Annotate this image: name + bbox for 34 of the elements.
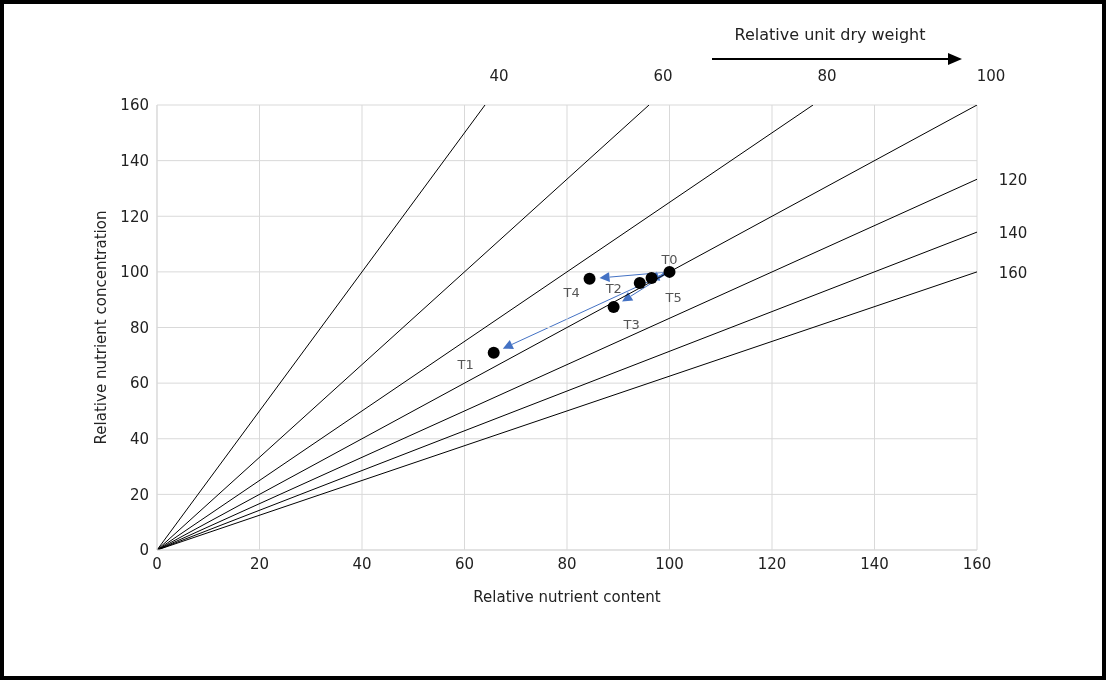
x-tick-label: 100 xyxy=(655,554,684,573)
y-tick-label: 140 xyxy=(120,151,149,170)
data-label: T0 xyxy=(660,251,678,267)
y-tick-label: 100 xyxy=(120,263,149,282)
y-tick-label: 60 xyxy=(129,374,149,393)
series-label: 80 xyxy=(817,67,837,85)
y-tick-label: 40 xyxy=(129,430,149,449)
data-label: T1 xyxy=(456,356,474,372)
y-tick-label: 0 xyxy=(139,541,149,560)
series-label: 60 xyxy=(653,67,673,85)
x-tick-label: 20 xyxy=(249,554,270,573)
x-axis-title: Relative nutrient content xyxy=(473,588,661,606)
data-label: T5 xyxy=(664,289,682,305)
text: Relative unit dry weight xyxy=(734,25,926,44)
y-tick-label: 160 xyxy=(120,96,149,115)
x-tick-label: 80 xyxy=(557,554,577,573)
x-tick-label: 160 xyxy=(962,554,992,573)
y-axis-title: Relative nutrient concentration xyxy=(92,210,111,445)
series-label: 40 xyxy=(489,67,509,85)
data-label: T4 xyxy=(562,284,580,300)
x-tick-label: 40 xyxy=(352,554,372,573)
series-label: 120 xyxy=(998,171,1028,190)
series-label: 160 xyxy=(998,263,1028,282)
y-tick-label: 20 xyxy=(129,485,149,504)
data-label: T3 xyxy=(622,316,640,332)
data-label: T2 xyxy=(604,281,622,296)
series-label: 100 xyxy=(976,67,1006,85)
x-tick-label: 140 xyxy=(860,554,889,573)
x-tick-label: 60 xyxy=(454,554,475,573)
y-tick-label: 120 xyxy=(120,207,149,226)
y-tick-label: 80 xyxy=(129,318,149,337)
series-label: 140 xyxy=(998,224,1028,243)
x-tick-label: 120 xyxy=(757,554,787,573)
x-tick-label: 0 xyxy=(152,554,162,573)
